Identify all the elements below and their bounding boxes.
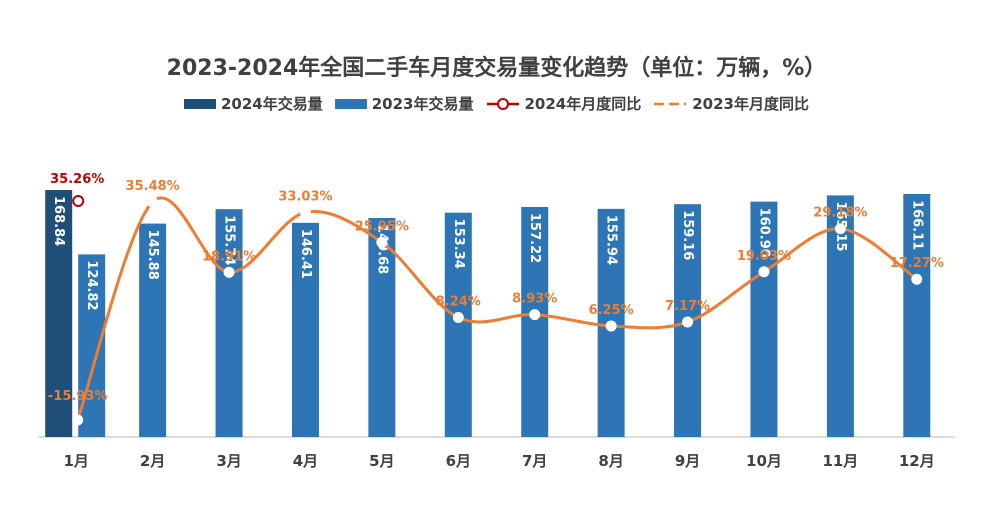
legend-swatch-2024-yoy xyxy=(486,97,519,110)
legend-item-2023-volume: 2023年交易量 xyxy=(334,93,474,114)
x-tick-label: 12月 xyxy=(899,452,935,470)
point-2023-yoy xyxy=(605,320,617,332)
bar-2023-volume xyxy=(368,218,396,437)
data-label-2023-yoy: 8.24% xyxy=(436,295,481,310)
point-2023-yoy xyxy=(299,206,311,218)
point-2024-yoy xyxy=(72,195,85,207)
data-label-2023-yoy: 6.25% xyxy=(589,303,634,318)
point-2023-yoy xyxy=(758,266,770,278)
bar-2023-volume xyxy=(750,201,778,437)
bar-label-2023-volume: 145.88 xyxy=(145,230,160,280)
bar-label-2023-volume: 160.90 xyxy=(756,208,771,258)
data-label-2023-yoy: -15.93% xyxy=(48,389,108,404)
x-tick-label: 3月 xyxy=(216,452,241,470)
point-2023-yoy xyxy=(682,316,694,328)
point-2023-yoy xyxy=(911,273,923,285)
data-label-2023-yoy: 8.93% xyxy=(512,292,557,307)
point-2023-yoy xyxy=(529,309,541,321)
point-2023-yoy xyxy=(147,196,159,208)
point-2023-yoy xyxy=(72,414,84,426)
data-label-2023-yoy: 18.91% xyxy=(202,249,256,264)
legend-swatch-2024-volume xyxy=(184,98,216,109)
bar-label-2023-volume: 146.41 xyxy=(298,229,313,279)
bar-2024-volume xyxy=(45,190,73,437)
point-2023-yoy xyxy=(834,223,846,235)
bar-label-2023-volume: 166.11 xyxy=(909,200,924,250)
chart-legend: 2024年交易量 2023年交易量 2024年月度同比 2023年月度同比 xyxy=(0,93,993,114)
bar-label-2023-volume: 124.82 xyxy=(84,260,99,310)
x-tick-label: 6月 xyxy=(446,452,471,470)
chart-title: 2023-2024年全国二手车月度交易量变化趋势（单位：万辆，%） xyxy=(166,56,827,81)
legend-item-2024-volume: 2024年交易量 xyxy=(184,93,323,114)
data-label-2023-yoy: 33.03% xyxy=(278,189,332,204)
legend-item-2024-yoy: 2024年月度同比 xyxy=(486,93,642,114)
bar-label-2024-volume: 168.84 xyxy=(51,196,66,246)
bar-2023-volume xyxy=(521,207,549,437)
bar-label-2023-volume: 159.16 xyxy=(680,210,695,260)
legend-label-2023-volume: 2023年交易量 xyxy=(371,95,474,113)
point-2023-yoy xyxy=(223,266,235,278)
bar-2023-volume xyxy=(826,195,854,437)
bar-2023-volume xyxy=(139,223,167,437)
legend-swatch-2023-volume xyxy=(334,98,367,109)
bar-2023-volume xyxy=(291,222,319,437)
bar-label-2023-volume: 157.22 xyxy=(527,213,542,263)
legend-label-2024-yoy: 2024年月度同比 xyxy=(524,95,642,113)
legend-item-2023-yoy: 2023年月度同比 xyxy=(653,93,809,114)
x-tick-label: 10月 xyxy=(746,452,782,470)
point-2023-yoy xyxy=(452,312,464,324)
legend-swatch-2023-yoy xyxy=(654,102,687,105)
data-label-2023-yoy: 19.03% xyxy=(737,249,791,264)
bar-label-2023-volume: 153.34 xyxy=(451,219,466,269)
bar-2023-volume xyxy=(903,194,931,437)
x-tick-label: 9月 xyxy=(675,452,700,470)
bar-2023-volume xyxy=(215,209,243,437)
bar-2023-volume xyxy=(444,212,472,437)
x-tick-label: 4月 xyxy=(293,452,318,470)
point-2023-yoy xyxy=(376,236,388,248)
x-tick-label: 2月 xyxy=(140,452,165,470)
x-tick-label: 11月 xyxy=(822,452,858,470)
x-tick-label: 1月 xyxy=(63,452,88,470)
data-label-2024-yoy: 35.26% xyxy=(50,172,104,187)
x-tick-label: 8月 xyxy=(598,452,623,470)
legend-label-2023-yoy: 2023年月度同比 xyxy=(692,95,809,113)
data-label-2023-yoy: 25.95% xyxy=(355,219,409,234)
data-label-2023-yoy: 29.18% xyxy=(813,206,867,221)
bar-label-2023-volume: 149.68 xyxy=(374,224,389,274)
data-label-2023-yoy: 35.48% xyxy=(126,179,180,194)
bar-label-2023-volume: 155.74 xyxy=(222,215,237,265)
data-label-2023-yoy: 17.27% xyxy=(890,256,944,271)
x-tick-label: 7月 xyxy=(522,452,547,470)
bar-label-2023-volume: 155.94 xyxy=(604,215,619,265)
data-label-2023-yoy: 7.17% xyxy=(665,299,710,314)
x-tick-label: 5月 xyxy=(369,452,394,470)
line-2023-yoy xyxy=(76,196,918,421)
legend-label-2024-volume: 2024年交易量 xyxy=(221,95,323,113)
